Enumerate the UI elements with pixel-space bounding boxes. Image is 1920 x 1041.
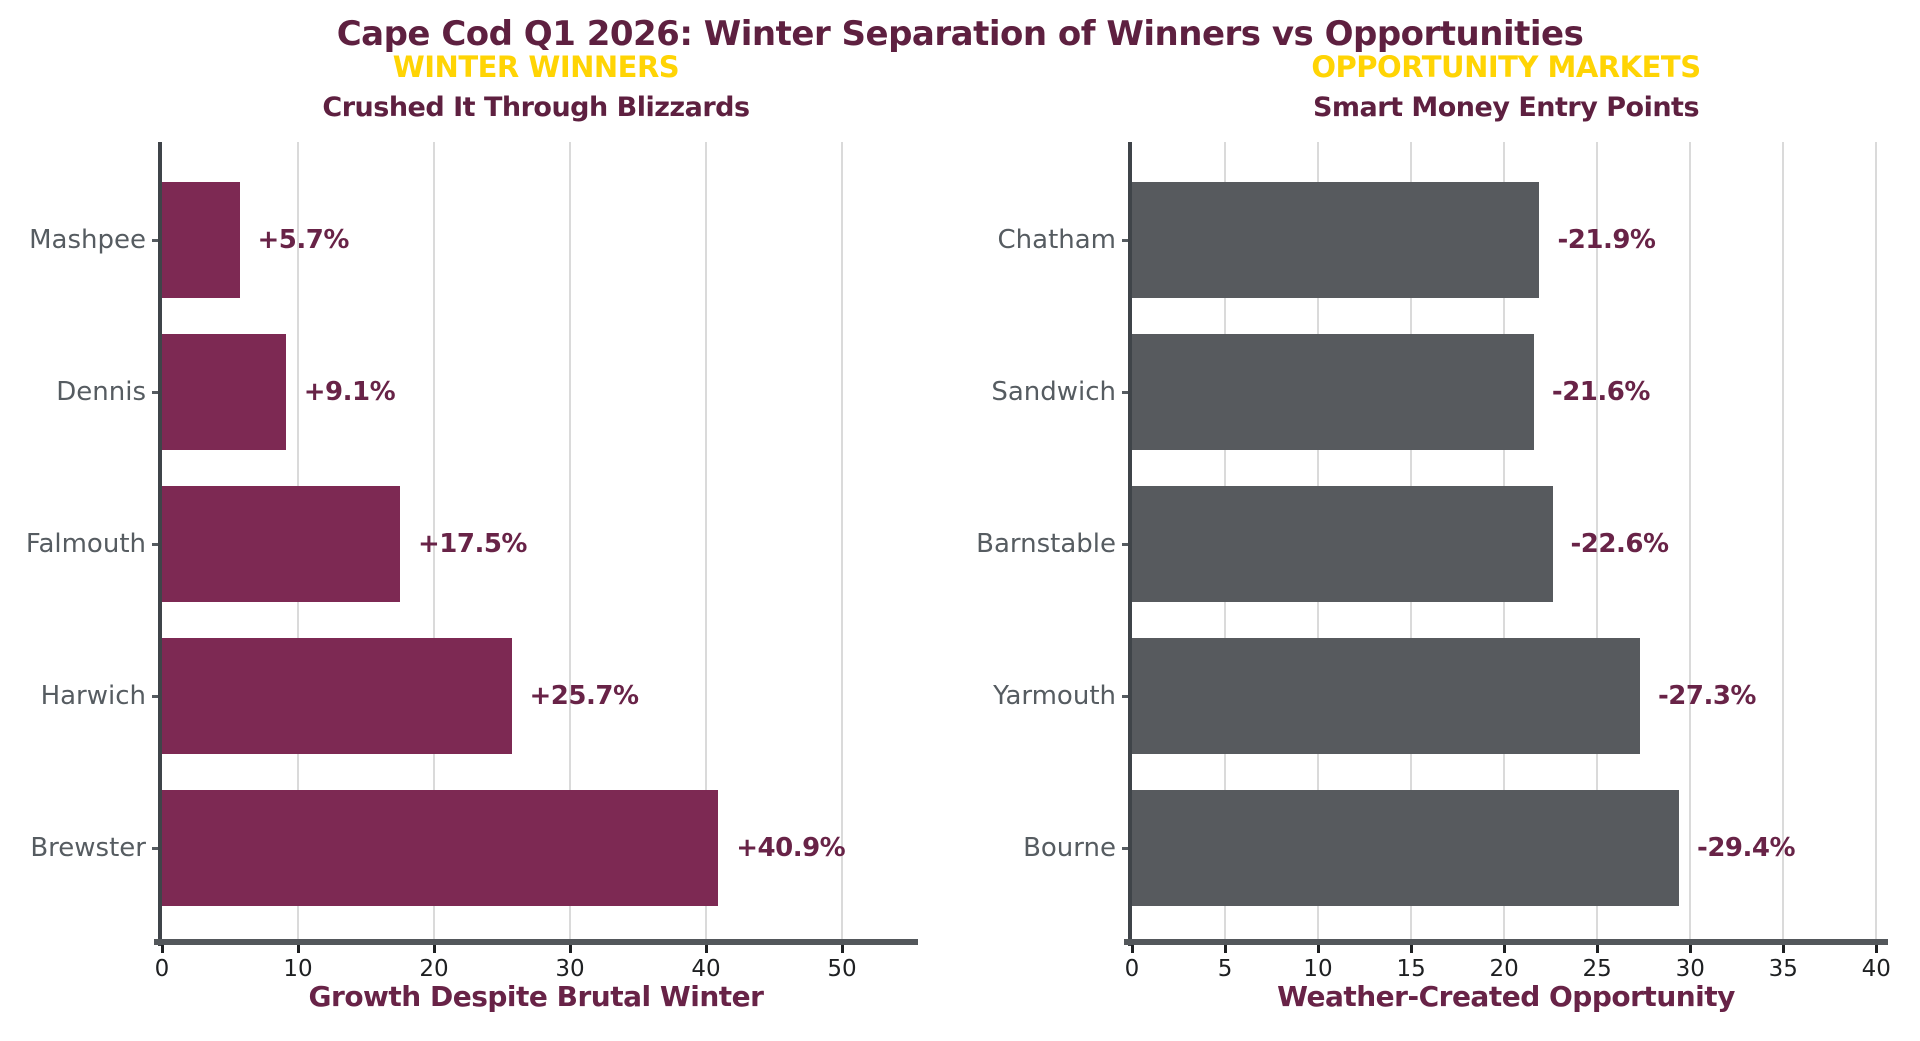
subtitle-right-chart: Smart Money Entry Points — [1312, 92, 1700, 123]
y-tick-mark — [1122, 391, 1130, 394]
value-label: -29.4% — [1697, 833, 1796, 863]
value-label: +9.1% — [303, 377, 396, 407]
gridline — [705, 142, 707, 942]
x-axis-spine — [1124, 939, 1888, 945]
category-label: Sandwich — [991, 377, 1116, 407]
value-label: +40.9% — [736, 833, 846, 863]
y-tick-mark — [152, 847, 160, 850]
y-tick-mark — [1122, 695, 1130, 698]
x-tick-mark — [1689, 945, 1693, 953]
gridline — [433, 142, 435, 942]
category-label: Dennis — [56, 377, 146, 407]
x-tick-label: 30 — [1675, 956, 1705, 982]
x-tick-mark — [1410, 945, 1414, 953]
bar — [1132, 334, 1534, 450]
y-tick-mark — [1122, 239, 1130, 242]
x-tick-label: 5 — [1217, 956, 1233, 982]
category-label: Barnstable — [976, 529, 1116, 559]
bar — [1132, 486, 1553, 602]
bar — [162, 790, 719, 906]
category-label: Mashpee — [29, 225, 146, 255]
x-tick-label: 20 — [419, 956, 449, 982]
x-tick-label: 50 — [827, 956, 857, 982]
value-label: +17.5% — [418, 529, 528, 559]
gridline — [841, 142, 843, 942]
category-label: Chatham — [997, 225, 1117, 255]
x-tick-label: 15 — [1396, 956, 1426, 982]
bar — [1132, 182, 1540, 298]
category-label: Harwich — [40, 681, 146, 711]
value-label: -21.6% — [1551, 377, 1651, 407]
y-axis-spine — [158, 142, 162, 946]
bar — [162, 486, 400, 602]
x-tick-label: 25 — [1582, 956, 1612, 982]
bar — [162, 334, 286, 450]
bar — [1132, 790, 1680, 906]
x-tick-label: 20 — [1489, 956, 1519, 982]
x-tick-label: 0 — [1124, 956, 1140, 982]
x-axis-spine — [154, 939, 918, 945]
x-tick-mark — [841, 945, 844, 953]
value-label: -22.6% — [1570, 529, 1670, 559]
value-label: +5.7% — [257, 225, 350, 255]
x-tick-mark — [569, 945, 572, 953]
x-tick-mark — [1596, 945, 1600, 953]
y-tick-mark — [1122, 543, 1130, 546]
xlabel-left-chart: Growth Despite Brutal Winter — [308, 980, 764, 1013]
plot-area: Mashpee +5.7% Dennis +9.1% Falmouth +17.5% Har… — [26, 142, 918, 982]
category-label: Bourne — [1023, 833, 1116, 863]
subtitle-left-chart: Crushed It Through Blizzards — [322, 92, 750, 123]
x-tick-label: 0 — [154, 956, 170, 982]
category-label: Falmouth — [25, 529, 146, 559]
y-tick-mark — [152, 239, 160, 242]
x-tick-mark — [1224, 945, 1228, 953]
y-tick-mark — [152, 543, 160, 546]
y-tick-mark — [152, 391, 160, 394]
banner-opportunity-markets: OPPORTUNITY MARKETS — [1311, 50, 1701, 84]
x-tick-mark — [1503, 945, 1507, 953]
bar — [162, 182, 240, 298]
gridline — [1782, 142, 1785, 942]
x-tick-mark — [1131, 945, 1134, 953]
gridline — [569, 142, 571, 942]
x-tick-label: 30 — [555, 956, 585, 982]
bar — [1132, 638, 1640, 754]
figure-title: Cape Cod Q1 2026: Winter Separation of W… — [336, 14, 1584, 54]
x-tick-mark — [161, 945, 164, 953]
x-tick-label: 40 — [691, 956, 721, 982]
x-tick-mark — [1875, 945, 1879, 953]
plot-area: Chatham -21.9% Sandwich -21.6% Barnstable -22… — [976, 142, 1891, 982]
x-tick-mark — [297, 945, 300, 953]
category-label: Yarmouth — [993, 681, 1116, 711]
value-label: -27.3% — [1657, 681, 1757, 711]
x-tick-label: 40 — [1861, 956, 1891, 982]
gridline — [1689, 142, 1692, 942]
x-tick-label: 35 — [1768, 956, 1798, 982]
x-tick-mark — [705, 945, 708, 953]
x-tick-mark — [1317, 945, 1321, 953]
gridline — [1596, 142, 1599, 942]
chart-opportunity-markets: OPPORTUNITY MARKETS Smart Money Entry Po… — [970, 0, 1920, 1041]
x-tick-mark — [433, 945, 436, 953]
chart-winter-winners: WINTER WINNERS Crushed It Through Blizza… — [26, 50, 918, 1013]
y-axis-spine — [1128, 142, 1132, 946]
bar — [162, 638, 512, 754]
x-tick-mark — [1782, 945, 1786, 953]
y-tick-mark — [152, 695, 160, 698]
gridline — [1875, 142, 1878, 942]
value-label: +25.7% — [529, 681, 640, 711]
xlabel-right-chart: Weather-Created Opportunity — [1277, 980, 1735, 1013]
banner-winter-winners: WINTER WINNERS — [392, 50, 680, 84]
x-tick-label: 10 — [1303, 956, 1333, 982]
category-label: Brewster — [30, 833, 146, 863]
y-tick-mark — [1122, 847, 1130, 850]
x-tick-label: 10 — [283, 956, 313, 982]
value-label: -21.9% — [1557, 225, 1656, 255]
